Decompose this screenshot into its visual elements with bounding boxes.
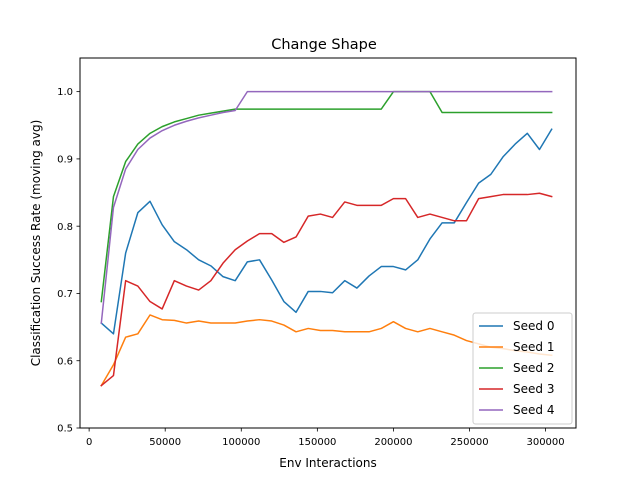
y-tick-label: 0.8 (57, 222, 73, 233)
y-tick-label: 1.0 (57, 87, 73, 98)
series-line-seed-4 (100, 90, 553, 324)
series-line-seed-2 (100, 90, 553, 303)
x-tick-label: 100000 (222, 437, 260, 448)
legend-label-seed-4: Seed 4 (513, 403, 554, 417)
legend: Seed 0 Seed 1 Seed 2 Seed 3 Seed 4 (472, 312, 573, 425)
x-tick-label: 50000 (149, 437, 181, 448)
x-tick-label: 150000 (298, 437, 336, 448)
plot-frame (79, 57, 577, 429)
x-axis-label: Env Interactions (279, 456, 376, 470)
x-tick-label: 300000 (526, 437, 564, 448)
series-line-seed-0 (100, 128, 553, 335)
chart-title: Change Shape (271, 37, 377, 53)
legend-label-seed-1: Seed 1 (513, 340, 554, 354)
x-axis: 0 50000 100000 150000 200000 250000 300000 (86, 428, 565, 448)
series-line-seed-3 (100, 192, 553, 387)
legend-label-seed-3: Seed 3 (513, 382, 554, 396)
legend-label-seed-2: Seed 2 (513, 361, 554, 375)
y-axis-label: Classification Success Rate (moving avg) (29, 120, 43, 367)
y-axis: 0.5 0.6 0.7 0.8 0.9 1.0 (57, 87, 80, 435)
y-tick-label: 0.7 (57, 289, 73, 300)
y-tick-label: 0.5 (57, 424, 73, 435)
y-tick-label: 0.9 (57, 155, 73, 166)
y-tick-label: 0.6 (57, 356, 73, 367)
x-tick-label: 0 (86, 437, 92, 448)
legend-box (472, 312, 573, 425)
x-tick-label: 200000 (374, 437, 412, 448)
legend-label-seed-0: Seed 0 (513, 319, 554, 333)
series-layer (100, 90, 553, 387)
x-tick-label: 250000 (450, 437, 488, 448)
